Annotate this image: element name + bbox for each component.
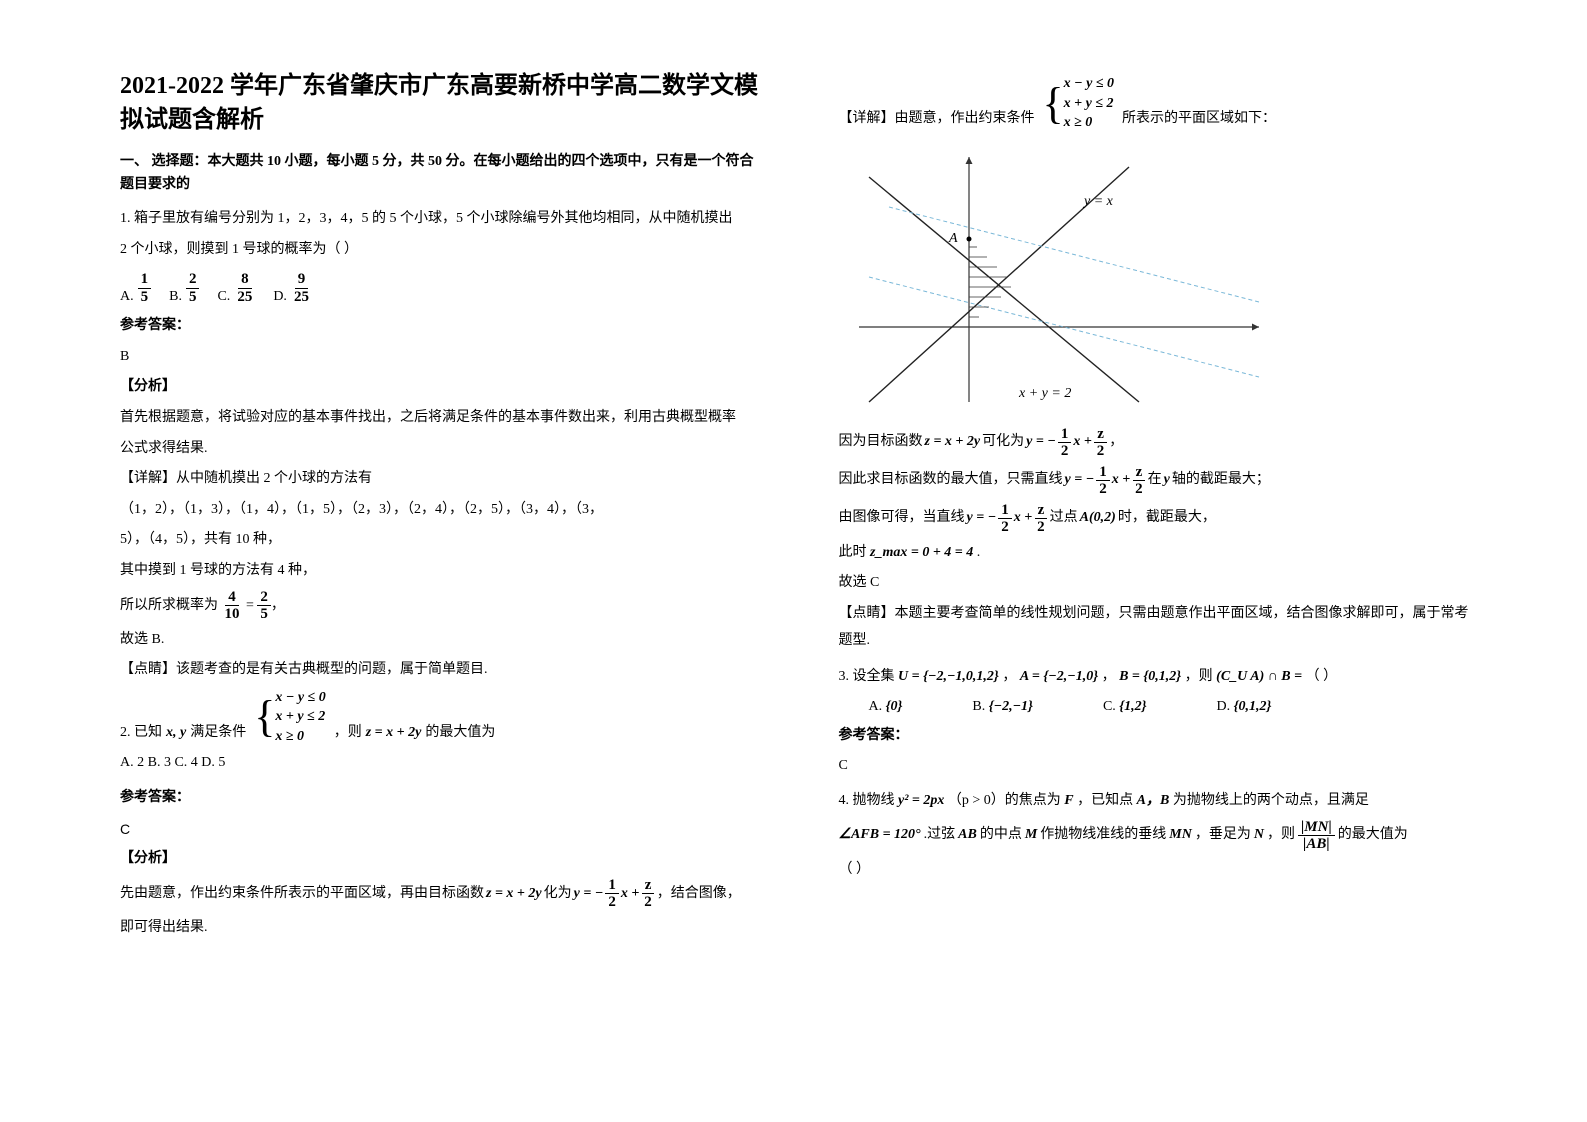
q2-constraints: { x − y ≤ 0 x + y ≤ 2 x ≥ 0 [254, 688, 326, 747]
r-note: 【点睛】本题主要考查简单的线性规划问题，只需由题意作出平面区域，结合图像求解即可… [839, 601, 1478, 654]
q1-detail1: （1，2），（1，3），（1，4），（1，5），（2，3），（2，4），（2，5… [120, 497, 759, 524]
q2-analysis: 先由题意，作出约束条件所表示的平面区域，再由目标函数 z = x + 2y 化为… [120, 877, 759, 911]
q1-opt-c: C. 825 [217, 271, 255, 305]
q1-opt-a: A. 15 [120, 271, 151, 305]
right-column: 【详解】由题意，作出约束条件 { x − y ≤ 0 x + y ≤ 2 x ≥… [799, 70, 1498, 1082]
r-conclude: 故选 C [839, 570, 1478, 597]
q3-ans-label: 参考答案： [839, 723, 1478, 750]
diagram-label-a: A [948, 231, 958, 246]
feasible-region-diagram: A y = x x + y = 2 [839, 147, 1279, 407]
diagram-label-yx: y = x [1082, 194, 1114, 209]
q1-opt-d: D. 925 [273, 271, 312, 305]
q1-analysis-label: 【分析】 [120, 374, 759, 401]
q2-ans: C [120, 816, 759, 843]
q3-stem: 3. 设全集 U = {−2,−1,0,1,2} ， A = {−2,−1,0}… [839, 664, 1478, 691]
q1-text2: 2 个小球，则摸到 1 号球的概率为（ ） [120, 237, 759, 264]
q2-ans-label: 参考答案： [120, 785, 759, 812]
q3-ans: C [839, 753, 1478, 780]
q4-paren: （ ） [839, 857, 1478, 884]
q1-options: A. 15 B. 25 C. 825 D. 925 [120, 271, 759, 305]
q2-analysis-label: 【分析】 [120, 846, 759, 873]
q1-detail-label: 【详解】从中随机摸出 2 个小球的方法有 [120, 466, 759, 493]
q4-line2: ∠AFB = 120° .过弦 AB 的中点 M 作抛物线准线的垂线 MN ，垂… [839, 819, 1478, 853]
q3-opt-b: B. {−2,−1} [972, 699, 1033, 715]
q1-analysis2: 公式求得结果. [120, 436, 759, 463]
q1-detail3: 其中摸到 1 号球的方法有 4 种， [120, 558, 759, 585]
q1-ans: B [120, 344, 759, 371]
r-line2: 因此求目标函数的最大值，只需直线 y = − 12 x + z2 在 y 轴的截… [839, 464, 1478, 498]
q1-prob: 所以所求概率为 410 = 25， [120, 589, 759, 623]
q1-opt-b: B. 25 [169, 271, 199, 305]
q4-line1: 4. 抛物线 y² = 2px （p > 0）的焦点为 F ，已知点 A，B 为… [839, 788, 1478, 815]
q1-text1: 1. 箱子里放有编号分别为 1，2，3，4，5 的 5 个小球，5 个小球除编号… [120, 206, 759, 233]
r-line3: 由图像可得，当直线 y = − 12 x + z2 过点 A(0,2) 时，截距… [839, 502, 1478, 536]
r-line1: 因为目标函数 z = x + 2y 可化为 y = − 12 x + z2 ， [839, 426, 1478, 460]
q3-opt-a: A. {0} [869, 699, 903, 715]
page-title: 2021-2022 学年广东省肇庆市广东高要新桥中学高二数学文模拟试题含解析 [120, 70, 759, 137]
q1-conclude: 故选 B. [120, 627, 759, 654]
left-column: 2021-2022 学年广东省肇庆市广东高要新桥中学高二数学文模拟试题含解析 一… [100, 70, 799, 1082]
q3-opt-c: C. {1,2} [1103, 699, 1147, 715]
q2-stem: 2. 已知 x, y 满足条件 { x − y ≤ 0 x + y ≤ 2 x … [120, 688, 759, 747]
q1-detail2: 5），（4，5），共有 10 种， [120, 527, 759, 554]
section-heading: 一、 选择题：本大题共 10 小题，每小题 5 分，共 50 分。在每小题给出的… [120, 151, 759, 196]
q1-note: 【点睛】该题考查的是有关古典概型的问题，属于简单题目. [120, 657, 759, 684]
q2-optline: A. 2 B. 3 C. 4 D. 5 [120, 750, 759, 777]
r-detail: 【详解】由题意，作出约束条件 { x − y ≤ 0 x + y ≤ 2 x ≥… [839, 74, 1478, 133]
q1-analysis1: 首先根据题意，将试验对应的基本事件找出，之后将满足条件的基本事件数出来，利用古典… [120, 405, 759, 432]
diagram-label-xy2: x + y = 2 [1018, 386, 1071, 401]
q1-ans-label: 参考答案： [120, 313, 759, 340]
q3-options: A. {0} B. {−2,−1} C. {1,2} D. {0,1,2} [869, 699, 1478, 715]
q3-opt-d: D. {0,1,2} [1217, 699, 1272, 715]
q2-analysis-end: 即可得出结果. [120, 915, 759, 942]
r-line4: 此时 z_max = 0 + 4 = 4 . [839, 540, 1478, 567]
